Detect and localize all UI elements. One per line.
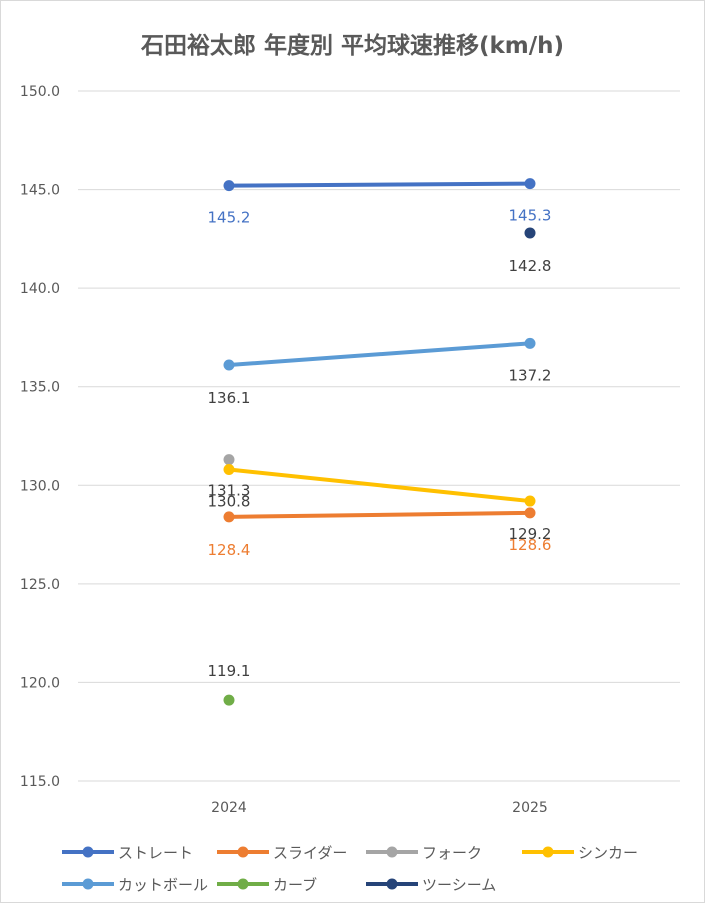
legend-marker — [542, 846, 554, 858]
legend-marker — [82, 846, 94, 858]
legend-label: カーブ — [273, 876, 317, 894]
y-tick-label: 120.0 — [20, 675, 60, 691]
data-label: 145.3 — [509, 207, 552, 225]
data-point — [223, 359, 235, 371]
x-tick-label: 2024 — [211, 800, 247, 816]
legend-label: フォーク — [422, 844, 482, 862]
y-tick-label: 150.0 — [20, 84, 60, 100]
data-label: 145.2 — [208, 209, 251, 227]
data-label: 130.8 — [208, 493, 251, 511]
y-tick-label: 140.0 — [20, 281, 60, 297]
legend-label: ツーシーム — [422, 876, 496, 894]
data-point — [223, 454, 235, 466]
data-label: 142.8 — [509, 257, 552, 275]
legend-marker — [237, 878, 249, 890]
data-label: 131.3 — [208, 482, 251, 500]
x-tick-label: 2025 — [512, 800, 548, 816]
legend-label: スライダー — [273, 844, 347, 862]
data-point — [524, 495, 536, 507]
data-label: 129.2 — [509, 525, 552, 543]
data-point — [223, 464, 235, 476]
series-line — [227, 467, 532, 504]
data-label: 119.1 — [208, 662, 251, 680]
data-label: 128.4 — [208, 541, 251, 559]
data-point — [223, 694, 235, 706]
y-tick-label: 145.0 — [20, 183, 60, 199]
legend-marker — [386, 846, 398, 858]
series-line — [227, 181, 532, 188]
legend-marker — [82, 878, 94, 890]
data-point — [223, 511, 235, 523]
data-point — [524, 337, 536, 349]
legend-label: ストレート — [118, 844, 193, 862]
data-point — [524, 227, 536, 239]
data-label: 128.6 — [509, 536, 552, 554]
data-point — [524, 507, 536, 519]
data-label: 136.1 — [208, 389, 251, 407]
y-tick-label: 125.0 — [20, 577, 60, 593]
chart-title: 石田裕太郎 年度別 平均球速推移(km/h) — [140, 33, 565, 59]
data-label: 137.2 — [509, 366, 552, 384]
y-tick-label: 135.0 — [20, 380, 60, 396]
legend-marker — [386, 878, 398, 890]
y-tick-label: 115.0 — [20, 774, 60, 790]
legend-marker — [237, 846, 249, 858]
legend-label: カットボール — [118, 876, 208, 894]
series-line — [227, 341, 532, 368]
data-point — [524, 178, 536, 190]
y-tick-label: 130.0 — [20, 478, 60, 494]
legend-label: シンカー — [578, 844, 638, 862]
data-point — [223, 180, 235, 192]
series-line — [227, 510, 532, 519]
